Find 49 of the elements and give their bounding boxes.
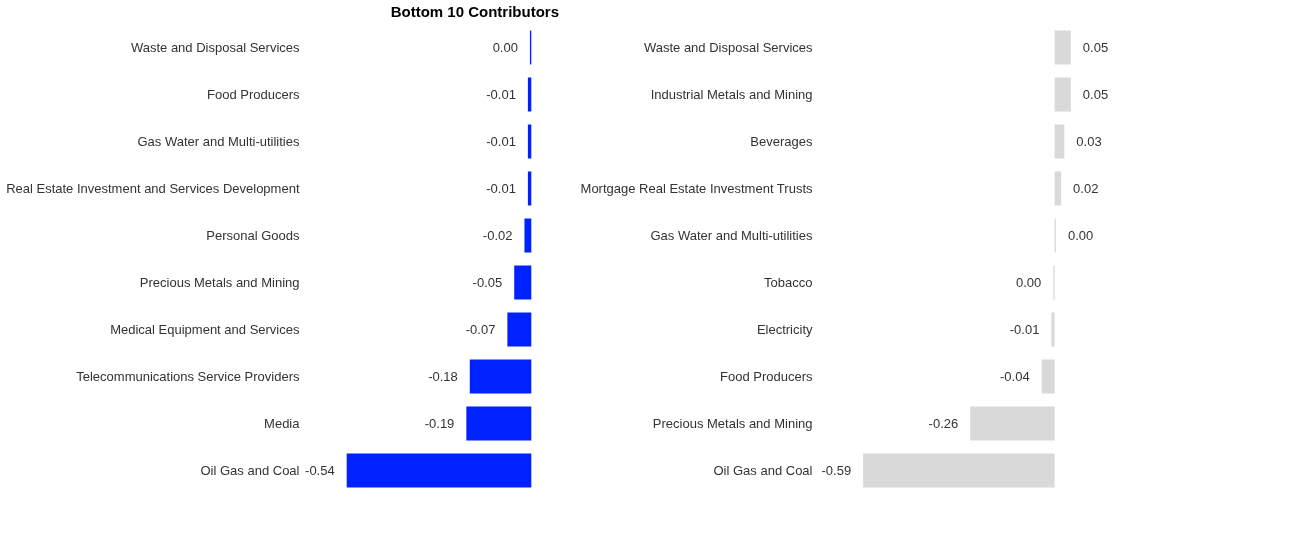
y-tick-label: Personal Goods [206,227,300,243]
data-label: 0.05 [1082,39,1109,55]
bar [1054,77,1071,112]
y-tick-label: Telecommunications Service Providers [76,368,300,384]
y-tick-label: Gas Water and Multi-utilities [650,227,813,243]
data-label: -0.04 [1000,368,1030,384]
data-label: 0.02 [1073,180,1099,196]
data-label: 0.03 [1076,133,1102,149]
y-tick-label: Medical Equipment and Services [110,321,300,337]
data-label: 0.05 [1082,86,1109,102]
y-tick-label: Real Estate Investment and Services Development [6,180,300,196]
bar [1054,171,1062,206]
y-tick-label: Oil Gas and Coal [713,462,813,478]
data-label: -0.54 [305,462,335,478]
data-label: -0.26 [928,415,959,431]
y-tick-label: Food Producers [720,368,813,384]
data-label: 0.00 [492,39,518,55]
data-label: -0.02 [482,227,513,243]
y-tick-label: Industrial Metals and Mining [650,86,813,102]
y-tick-label: Waste and Disposal Services [643,39,813,55]
y-tick-label: Precious Metals and Mining [139,274,300,290]
y-tick-label: Gas Water and Multi-utilities [137,133,300,149]
y-tick-label: Oil Gas and Coal [200,462,300,478]
y-tick-label: Mortgage Real Estate Investment Trusts [580,180,813,196]
bar [863,453,1055,488]
y-tick-label: Waste and Disposal Services [130,39,300,55]
data-label: -0.01 [486,133,516,149]
bar [970,406,1055,441]
y-tick-label: Media [264,415,301,431]
data-label: -0.19 [424,415,455,431]
data-label: -0.01 [486,86,516,102]
chart-title: Bottom 10 Contributors [390,3,559,20]
bar [1041,359,1055,394]
bar [1054,30,1071,65]
bar [1054,124,1065,159]
y-tick-label: Precious Metals and Mining [652,415,813,431]
data-label: -0.07 [465,321,496,337]
data-label: -0.18 [428,368,458,384]
y-tick-label: Tobacco [764,274,813,290]
data-label: -0.01 [1009,321,1040,337]
bar [1051,312,1055,347]
data-label: -0.59 [821,462,852,478]
y-tick-label: Beverages [750,133,813,149]
y-tick-label: Food Producers [207,86,300,102]
data-label: -0.01 [486,180,516,196]
data-label: 0.00 [1067,227,1094,243]
data-label: 0.00 [1016,274,1042,290]
y-tick-label: Electricity [756,321,813,337]
data-label: -0.05 [472,274,503,290]
